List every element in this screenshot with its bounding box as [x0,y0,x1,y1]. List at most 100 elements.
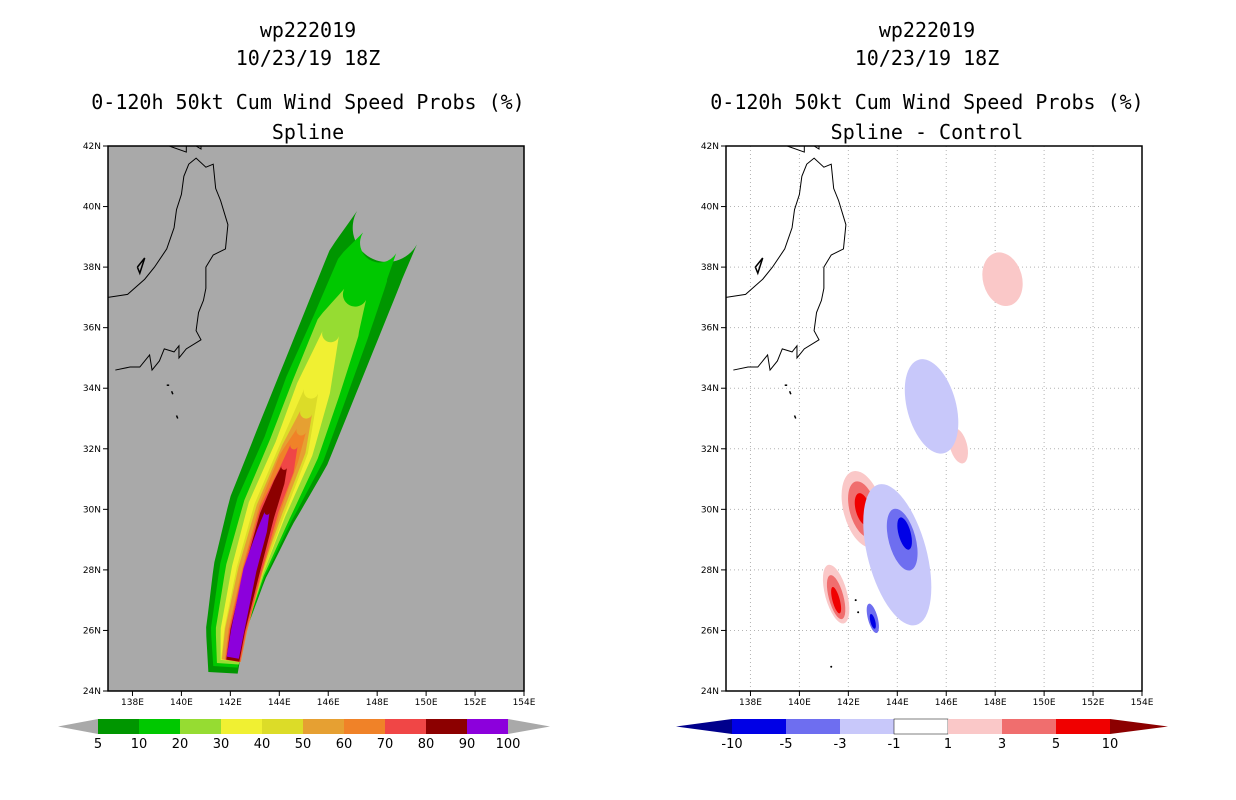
diff-positive-5-region [831,586,842,614]
x-tick-label: 142E [219,698,242,708]
island-outline [793,415,797,419]
y-tick-label: 38N [701,263,719,273]
japan-coastline [108,157,229,372]
right-datetime: 10/23/19 18Z [854,46,1000,70]
colorbar-label: 60 [336,737,353,752]
y-tick-label: 36N [83,324,101,334]
y-tick-label: 32N [701,445,719,455]
contour-90pct [226,511,270,659]
left-subtitle: Spline [271,120,345,144]
left-storm-id: wp222019 [259,18,357,42]
x-tick-label: 154E [1131,698,1154,708]
colorbar-swatch [893,718,949,735]
colorbar-label: 90 [459,737,476,752]
colorbar-lower-arrow [58,719,98,734]
island-outline [788,390,792,395]
x-tick-label: 152E [1082,698,1105,708]
diff-positive-1-region [982,252,1023,307]
colorbar-swatch [262,719,303,734]
colorbar-label: 50 [295,737,312,752]
colorbar-swatch [786,719,840,734]
colorbar-label: -10 [721,737,742,752]
colorbar-swatch [732,719,786,734]
colorbar-label: -1 [888,737,901,752]
y-tick-label: 36N [701,324,719,334]
island-outline [754,257,764,276]
y-tick-label: 42N [701,142,719,152]
x-tick-label: 150E [415,698,438,708]
island-outline [136,257,146,276]
colorbar-swatch [1056,719,1110,734]
x-tick-label: 152E [464,698,487,708]
x-tick-label: 142E [837,698,860,708]
colorbar: -10 -5 -3 -1 1 3 5 10 [676,718,1168,752]
y-tick-label: 42N [83,142,101,152]
right-product-title: 0-120h 50kt Cum Wind Speed Probs (%) [710,90,1144,114]
x-tick-label: 140E [170,698,193,708]
colorbar-label: -3 [834,737,847,752]
y-tick-label: 30N [83,505,101,515]
x-tick-label: 148E [366,698,389,708]
map-frame [725,145,1143,692]
spline-map: 24N 26N 28N 30N 32N 34N 36N 38N 40N 42N 138E 140E 14… [58,142,550,752]
colorbar: 5 10 20 30 40 50 60 70 80 90 100 [58,719,550,752]
colorbar-swatch [426,719,467,734]
colorbar-swatch [303,719,344,734]
x-tick-label: 146E [317,698,340,708]
colorbar-upper-arrow [1110,719,1168,734]
x-tick-label: 138E [739,698,762,708]
map-frame [107,145,525,692]
colorbar-label: 1 [944,737,952,752]
hokkaido-coastline [169,146,202,153]
colorbar-swatch [948,719,1002,734]
left-product-title: 0-120h 50kt Cum Wind Speed Probs (%) [91,90,525,114]
island-dot [857,611,860,614]
x-tick-label: 144E [886,698,909,708]
right-storm-id: wp222019 [878,18,976,42]
x-tick-label: 150E [1033,698,1056,708]
colorbar-label: 5 [94,737,102,752]
y-tick-label: 24N [83,687,101,697]
japan-coastline [726,157,847,372]
y-tick-label: 26N [83,626,101,636]
island-outline [175,415,179,419]
diff-negative-1-region [904,359,959,454]
colorbar-label: 100 [496,737,521,752]
colorbar-swatch [139,719,180,734]
y-tick-label: 38N [83,263,101,273]
x-tick-label: 146E [935,698,958,708]
diff-negative-5-region [897,517,912,550]
x-tick-label: 154E [513,698,536,708]
island-dot [830,665,833,668]
colorbar-swatch [221,719,262,734]
y-tick-label: 34N [83,384,101,394]
hokkaido-coastline [787,146,820,153]
colorbar-upper-arrow [508,719,550,734]
colorbar-label: 80 [418,737,435,752]
x-tick-label: 148E [984,698,1007,708]
y-tick-label: 40N [701,203,719,213]
colorbar-swatch [840,719,894,734]
colorbar-label: 10 [1102,737,1119,752]
y-tick-label: 26N [701,626,719,636]
colorbar-lower-arrow [676,719,732,734]
colorbar-label: 5 [1052,737,1060,752]
right-subtitle: Spline - Control [830,120,1024,144]
left-datetime: 10/23/19 18Z [235,46,381,70]
island-outline [170,390,174,395]
x-tick-label: 140E [788,698,811,708]
y-tick-label: 24N [701,687,719,697]
y-tick-label: 34N [701,384,719,394]
colorbar-swatch [98,719,139,734]
colorbar-label: -5 [780,737,793,752]
diff-negative-5-region [869,614,876,629]
colorbar-label: 40 [254,737,271,752]
colorbar-label: 30 [213,737,230,752]
x-tick-label: 138E [121,698,144,708]
colorbar-label: 20 [172,737,189,752]
colorbar-label: 10 [131,737,148,752]
y-tick-label: 28N [83,566,101,576]
colorbar-swatch [467,719,508,734]
y-tick-label: 40N [83,203,101,213]
